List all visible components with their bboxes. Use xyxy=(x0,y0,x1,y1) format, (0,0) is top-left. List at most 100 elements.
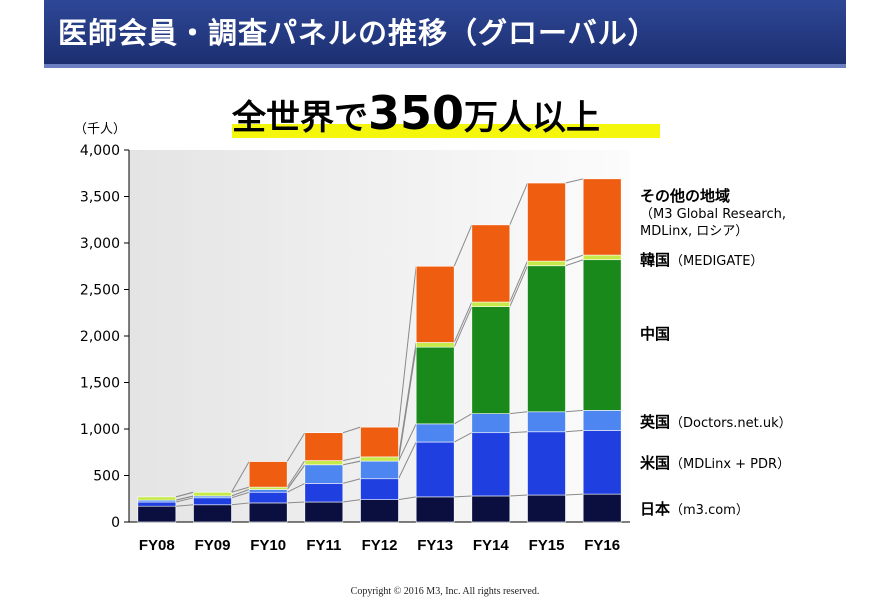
y-tick-label: 1,500 xyxy=(80,376,120,392)
bar-segment xyxy=(304,501,344,523)
legend-item: 米国（MDLinx + PDR） xyxy=(640,455,790,473)
series-connector-line xyxy=(398,496,417,501)
legend-series-detail: （MDLinx + PDR） xyxy=(670,457,791,472)
x-tick-label: FY12 xyxy=(362,537,398,554)
bar-segment xyxy=(248,502,288,523)
y-tick-label: 0 xyxy=(111,515,120,531)
series-connector-line xyxy=(565,429,584,433)
series-connector-line xyxy=(565,409,584,413)
bar-segment xyxy=(193,504,232,523)
legend-item: その他の地域 （M3 Global Research, MDLinx, ロシア） xyxy=(640,188,805,240)
title-banner-accent xyxy=(44,64,846,68)
legend-series-name: 英国 xyxy=(640,413,671,431)
series-connector-line xyxy=(398,266,417,428)
bar-segment xyxy=(248,491,288,504)
bar-segment xyxy=(304,432,344,461)
legend-series-detail: （Doctors.net.uk） xyxy=(670,416,792,431)
series-connector-line xyxy=(175,495,194,501)
series-connector-line xyxy=(509,431,528,434)
series-connector-line xyxy=(175,497,194,503)
legend-series-name: 日本 xyxy=(640,500,671,518)
series-connector-line xyxy=(342,499,361,503)
bar-segment xyxy=(248,489,288,493)
y-tick-label: 3,500 xyxy=(80,190,120,206)
bar-segment xyxy=(304,464,344,484)
series-connector-line xyxy=(509,182,528,226)
legend-series-name: その他の地域 xyxy=(640,187,731,205)
series-connector-line xyxy=(509,494,528,497)
series-connector-line xyxy=(175,491,194,498)
legend-series-detail: （M3 Global Research, MDLinx, ロシア） xyxy=(640,207,786,239)
series-connector-line xyxy=(453,224,473,267)
series-connector-line xyxy=(398,423,417,462)
bar-segment xyxy=(304,460,344,466)
series-connector-line xyxy=(398,347,417,462)
bar-segment xyxy=(248,461,288,488)
y-tick-label: 4,000 xyxy=(80,143,120,159)
x-tick-label: FY16 xyxy=(584,537,620,554)
bar-segment xyxy=(527,411,566,433)
legend-item: 中国 xyxy=(640,326,670,344)
legend-series-name: 中国 xyxy=(640,325,671,343)
bar-segment xyxy=(471,432,511,497)
series-connector-line xyxy=(565,254,584,262)
series-connector-line xyxy=(286,464,306,490)
bar-segment xyxy=(471,301,511,308)
legend-series-name: 韓国 xyxy=(640,251,671,269)
bar-segment xyxy=(527,260,566,267)
bar-segment xyxy=(137,501,177,507)
legend-item: 英国（Doctors.net.uk） xyxy=(640,414,792,432)
x-tick-label: FY10 xyxy=(250,537,286,554)
series-connector-line xyxy=(509,265,528,307)
series-connector-line xyxy=(453,432,473,443)
title-banner: 医師会員・調査パネルの推移（グローバル） xyxy=(44,0,846,64)
legend-series-detail: （MEDIGATE） xyxy=(670,254,764,269)
bar-segment xyxy=(360,426,399,458)
series-connector-line xyxy=(509,411,528,415)
legend-series-detail: （m3.com） xyxy=(670,503,749,518)
bar-segment xyxy=(582,430,622,495)
bar-segment xyxy=(582,254,622,261)
series-connector-line xyxy=(398,441,417,479)
headline-prefix: 全世界で xyxy=(232,98,368,138)
bar-segment xyxy=(415,441,455,498)
bar-segment xyxy=(137,505,177,523)
bar-segment xyxy=(248,486,288,490)
bar-segment xyxy=(471,224,511,303)
headline-highlight xyxy=(232,124,660,138)
page-title: 医師会員・調査パネルの推移（グローバル） xyxy=(58,16,658,50)
x-tick-label: FY09 xyxy=(195,537,231,554)
x-tick-label: FY11 xyxy=(306,537,341,554)
y-tick-label: 3,000 xyxy=(80,236,120,252)
bar-segment xyxy=(193,497,232,506)
bar-segment xyxy=(582,178,622,256)
bar-segment xyxy=(193,491,232,497)
series-connector-line xyxy=(565,178,584,184)
bar-segment xyxy=(527,265,566,413)
legend-series-name: 米国 xyxy=(640,454,671,472)
series-connector-line xyxy=(342,456,361,462)
series-connector-line xyxy=(175,504,194,507)
bar-segment xyxy=(415,342,455,348)
bar-segment xyxy=(360,460,399,480)
series-connector-line xyxy=(342,478,361,484)
bar-segment xyxy=(360,456,399,462)
bar-segment xyxy=(471,306,511,414)
series-connector-line xyxy=(231,502,250,506)
bar-segment xyxy=(415,265,455,343)
y-tick-label: 1,000 xyxy=(80,422,120,438)
headline-number: 350 xyxy=(368,86,465,140)
bar-segment xyxy=(415,496,455,523)
bar-segment xyxy=(582,493,622,523)
series-connector-line xyxy=(231,486,250,493)
y-tick-label: 500 xyxy=(93,469,120,485)
bar-segment xyxy=(304,483,344,503)
series-connector-line xyxy=(342,426,361,434)
bar-segment xyxy=(137,496,177,501)
bar-segment xyxy=(415,346,455,425)
bar-segment xyxy=(415,423,455,443)
x-tick-label: FY13 xyxy=(417,537,453,554)
series-connector-line xyxy=(231,461,250,493)
legend-item: 日本（m3.com） xyxy=(640,501,749,519)
